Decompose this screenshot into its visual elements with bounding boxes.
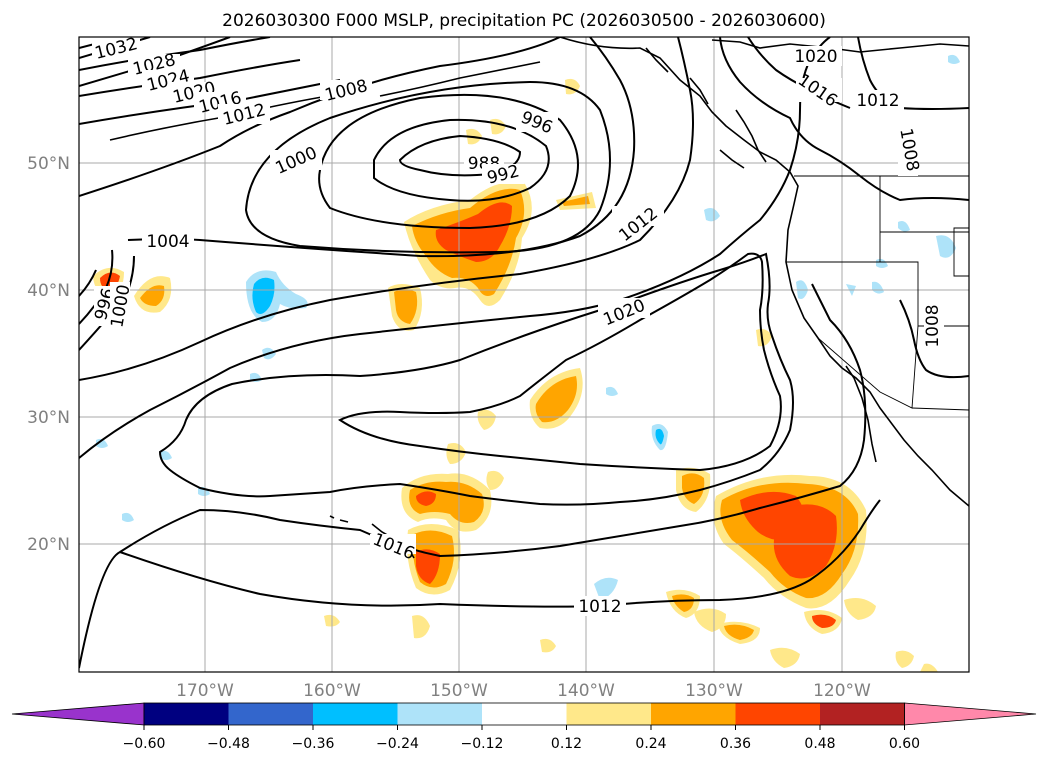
lon-label-140w: 140°W	[557, 681, 615, 701]
lat-label-40n: 40°N	[27, 281, 70, 301]
colorbar-bin	[313, 703, 398, 725]
lat-label-20n: 20°N	[27, 535, 70, 555]
isobar-1004	[127, 37, 636, 258]
map-panel: 1032 1028 1024 1020 1016 1012 1008 1000 …	[78, 36, 970, 673]
colorbar-tick-label: −0.12	[461, 736, 504, 752]
lat-label-30n: 30°N	[27, 408, 70, 428]
isobar-label: 1004	[146, 232, 189, 252]
lon-tick-labels: 170°W 160°W 150°W 140°W 130°W 120°W	[176, 681, 871, 701]
colorbar-bin	[144, 703, 229, 725]
isobar-label: 1020	[794, 47, 837, 67]
colorbar-extend-max	[904, 702, 1037, 726]
colorbar-tick-label: 0.48	[804, 736, 835, 752]
graticule	[79, 37, 969, 672]
colorbar-tick-label: 0.12	[551, 736, 582, 752]
map-title: 2026030300 F000 MSLP, precipitation PC (…	[222, 11, 826, 31]
colorbar-tick-label: −0.48	[207, 736, 250, 752]
colorbar-bin	[820, 703, 905, 725]
lat-label-50n: 50°N	[27, 154, 70, 174]
colorbar-outline	[143, 702, 905, 726]
north-america-coast	[559, 37, 969, 507]
isobar-1008	[79, 37, 561, 197]
colorbar-ticks	[143, 725, 905, 730]
colorbar-bin	[482, 703, 567, 725]
colorbar-extend-min	[11, 702, 145, 726]
lon-label-120w: 120°W	[813, 681, 871, 701]
colorbar-bin	[566, 703, 651, 725]
isobars	[79, 37, 969, 669]
colorbar-tick-label: 0.24	[635, 736, 666, 752]
coastlines	[109, 37, 969, 559]
colorbar-bin	[397, 703, 482, 725]
colorbar-tick-labels: −0.60 −0.48 −0.36 −0.24 −0.12 0.12 0.24 …	[123, 736, 921, 752]
lat-tick-labels: 50°N 40°N 30°N 20°N	[27, 154, 70, 555]
isobar-label: 1008	[923, 304, 943, 347]
isobar-992	[373, 118, 550, 202]
isobar-1016	[79, 59, 301, 97]
colorbar-tick-label: −0.36	[292, 736, 335, 752]
colorbar-bin	[735, 703, 820, 725]
colorbar: −0.60 −0.48 −0.36 −0.24 −0.12 0.12 0.24 …	[11, 702, 1037, 752]
lon-label-160w: 160°W	[303, 681, 361, 701]
isobar-996	[318, 93, 579, 230]
isobar-1000	[244, 80, 611, 254]
isobar-label: 1012	[856, 91, 899, 111]
colorbar-bin	[651, 703, 736, 725]
map-border	[78, 36, 970, 673]
precip-negative-areas	[96, 54, 960, 600]
colorbar-tick-label: 0.36	[720, 736, 751, 752]
colorbar-tick-label: 0.60	[889, 736, 920, 752]
colorbar-bin	[228, 703, 313, 725]
colorbar-tick-label: −0.24	[376, 736, 419, 752]
lon-label-150w: 150°W	[430, 681, 488, 701]
lon-label-130w: 130°W	[685, 681, 743, 701]
isobar-label: 1012	[578, 597, 621, 617]
lon-label-170w: 170°W	[176, 681, 234, 701]
colorbar-tick-label: −0.60	[123, 736, 166, 752]
precip-positive-areas	[93, 78, 938, 672]
